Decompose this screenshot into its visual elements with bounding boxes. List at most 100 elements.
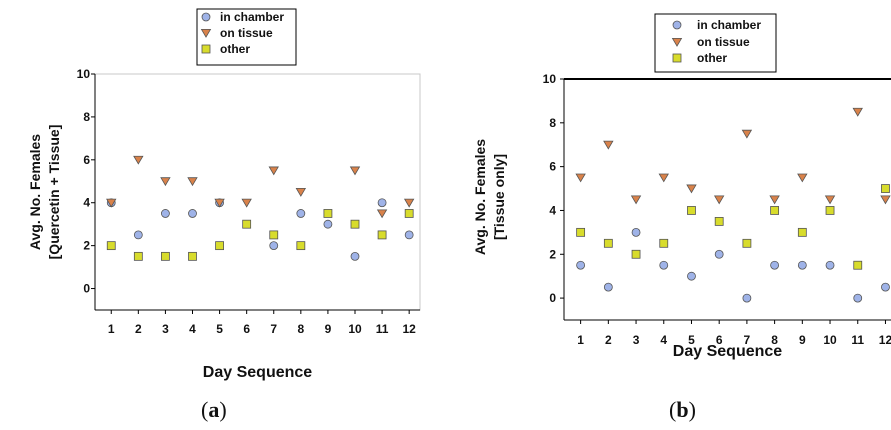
data-point xyxy=(825,206,835,215)
panel-label-a: (a) xyxy=(201,397,227,422)
legend-marker xyxy=(672,53,682,63)
data-point xyxy=(160,177,171,187)
x-tick-label: 9 xyxy=(799,333,806,347)
x-tick-label: 3 xyxy=(633,333,640,347)
y-tick-label: 10 xyxy=(543,72,557,86)
data-point xyxy=(188,251,197,261)
y-tick-label: 6 xyxy=(549,160,556,174)
data-point xyxy=(742,293,752,303)
data-point xyxy=(188,209,197,218)
data-point xyxy=(630,195,642,205)
y-tick-label: 2 xyxy=(83,239,90,253)
data-point xyxy=(377,230,387,240)
data-point xyxy=(403,198,415,208)
data-point xyxy=(714,249,724,259)
y-tick-label: 6 xyxy=(83,153,90,167)
data-point xyxy=(241,198,252,208)
data-point xyxy=(106,241,116,251)
x-tick-label: 2 xyxy=(135,322,142,336)
data-point xyxy=(296,241,306,251)
x-tick-label: 11 xyxy=(851,333,864,347)
data-point xyxy=(575,173,586,183)
data-point xyxy=(404,209,414,218)
x-tick-label: 4 xyxy=(660,333,667,347)
data-point xyxy=(404,230,414,240)
data-point xyxy=(797,227,807,237)
data-point xyxy=(242,219,252,229)
data-point xyxy=(687,271,696,281)
y-tick-label: 10 xyxy=(77,67,91,81)
data-point xyxy=(714,217,724,226)
y-tick-label: 2 xyxy=(549,247,556,261)
y-tick-label: 4 xyxy=(549,203,556,217)
data-point xyxy=(713,195,725,205)
x-tick-label: 8 xyxy=(297,322,304,336)
legend-marker xyxy=(672,20,682,30)
x-tick-label: 2 xyxy=(605,333,612,347)
legend-marker xyxy=(201,12,211,22)
x-tick-label: 6 xyxy=(716,333,723,347)
x-tick-label: 7 xyxy=(270,322,277,336)
data-point xyxy=(376,209,388,219)
data-point xyxy=(576,227,586,237)
data-point xyxy=(687,206,696,215)
x-tick-label: 11 xyxy=(376,322,389,336)
data-point xyxy=(133,251,143,261)
x-tick-label: 6 xyxy=(243,322,250,336)
data-point xyxy=(349,166,361,176)
data-point xyxy=(106,198,117,208)
data-point xyxy=(659,238,669,248)
data-point xyxy=(603,140,614,150)
data-point xyxy=(214,198,225,208)
data-point xyxy=(825,260,835,270)
data-point xyxy=(323,219,333,229)
data-point xyxy=(741,129,753,139)
data-point xyxy=(770,260,780,270)
x-tick-label: 3 xyxy=(162,322,169,336)
x-tick-label: 12 xyxy=(402,322,416,336)
legend-marker xyxy=(671,38,683,47)
panel-label-b: (b) xyxy=(669,397,696,422)
y-tick-label: 0 xyxy=(549,291,556,305)
y-tick-label: 0 xyxy=(83,282,90,296)
data-point xyxy=(797,260,807,270)
y-tick-label: 8 xyxy=(83,110,90,124)
data-point xyxy=(880,195,891,205)
data-point xyxy=(161,209,170,218)
data-point xyxy=(770,206,780,215)
data-point xyxy=(824,195,836,205)
data-point xyxy=(296,209,306,218)
data-point xyxy=(603,238,613,248)
y-axis-label: [Quercetin + Tissue] xyxy=(46,125,62,260)
data-point xyxy=(161,251,170,261)
data-point xyxy=(377,198,387,208)
x-tick-label: 7 xyxy=(744,333,751,347)
data-point xyxy=(853,260,863,270)
data-point xyxy=(269,230,279,240)
data-point xyxy=(742,238,752,248)
data-point xyxy=(323,209,333,218)
x-tick-label: 9 xyxy=(325,322,332,336)
legend-label: other xyxy=(220,42,250,56)
y-tick-label: 8 xyxy=(549,116,556,130)
data-point xyxy=(350,251,360,261)
data-point xyxy=(881,184,890,193)
x-tick-label: 10 xyxy=(823,333,837,347)
legend-marker xyxy=(200,28,212,38)
x-tick-label: 4 xyxy=(189,322,196,336)
y-tick-label: 4 xyxy=(83,196,90,210)
data-point xyxy=(853,293,863,303)
x-tick-label: 1 xyxy=(577,333,584,347)
legend-marker xyxy=(201,44,211,54)
x-tick-label: 5 xyxy=(688,333,695,347)
y-axis-label: Avg. No. Females xyxy=(472,139,488,255)
legend: in chamber on tissue other xyxy=(196,8,297,66)
legend-label: in chamber xyxy=(697,18,761,32)
data-point xyxy=(769,195,780,205)
legend-box xyxy=(196,8,297,66)
data-point xyxy=(686,184,697,194)
data-point xyxy=(187,177,198,187)
data-point xyxy=(631,227,641,237)
